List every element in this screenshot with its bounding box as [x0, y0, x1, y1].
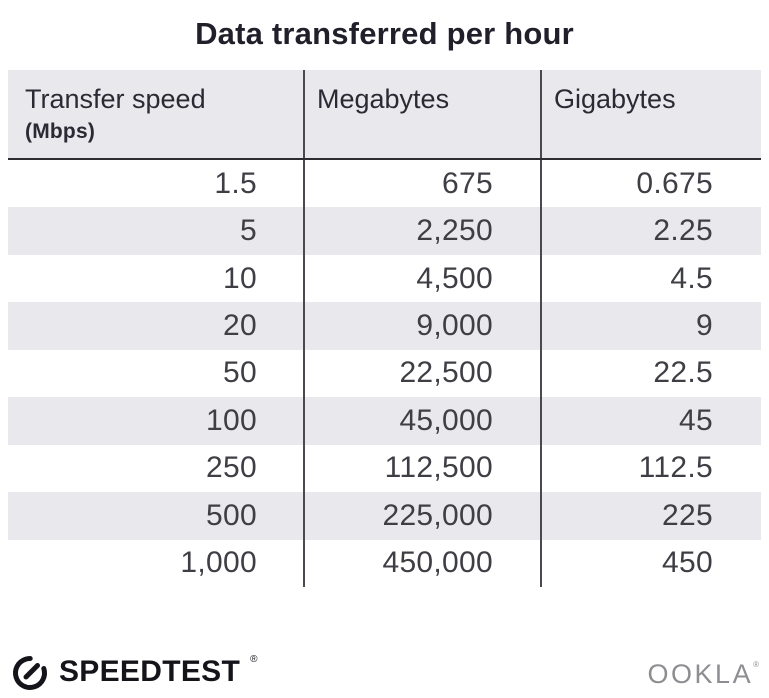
table-cell: 22,500	[303, 349, 540, 398]
speedtest-logo: SPEEDTEST ®	[10, 652, 258, 692]
table-cell: 1.5	[214, 166, 257, 200]
column-header-unit: (Mbps)	[25, 120, 96, 143]
table-cell: 500	[206, 498, 257, 532]
table-cell: 100	[206, 403, 257, 437]
table-cell: 2,250	[303, 207, 540, 255]
table-cell: 50	[223, 356, 257, 390]
registered-mark: ®	[753, 660, 759, 669]
column-header-label: Transfer speed	[25, 84, 206, 114]
registered-mark: ®	[250, 653, 258, 665]
ookla-wordmark: OOKLA	[647, 659, 754, 689]
table-row: 500 225,000 225	[8, 492, 761, 540]
table-cell: 22.5	[540, 349, 761, 398]
table-cell: 9,000	[303, 302, 540, 350]
table-cell: 2.25	[540, 207, 761, 255]
speedtest-gauge-icon	[10, 652, 50, 692]
table-cell: 225,000	[303, 492, 540, 540]
table-cell: 225	[540, 492, 761, 540]
footer: SPEEDTEST ® OOKLA ®	[10, 648, 759, 692]
data-table: Transfer speed (Mbps) Megabytes Gigabyte…	[8, 70, 761, 587]
column-header-transfer-speed: Transfer speed (Mbps)	[8, 70, 303, 158]
table-cell: 4,500	[303, 254, 540, 303]
table-cell: 450,000	[303, 539, 540, 587]
table-row: 1.5 675 0.675	[8, 160, 761, 208]
table-cell: 5	[240, 214, 257, 248]
column-header-gigabytes: Gigabytes	[540, 70, 761, 158]
table-row: 5 2,250 2.25	[8, 207, 761, 255]
table-row: 20 9,000 9	[8, 302, 761, 350]
column-header-megabytes: Megabytes	[303, 70, 540, 158]
table-row: 100 45,000 45	[8, 397, 761, 445]
table-cell: 10	[223, 261, 257, 295]
table-cell: 1,000	[180, 546, 257, 580]
table-cell: 112,500	[303, 444, 540, 493]
table-body: 1.5 675 0.675 5 2,250 2.25 10 4,500 4.5 20 9,000 9 5…	[8, 160, 761, 587]
ookla-logo: OOKLA ®	[648, 659, 759, 692]
table-cell: 450	[540, 539, 761, 587]
table-cell: 250	[206, 451, 257, 485]
table-cell: 45,000	[303, 397, 540, 445]
table-cell: 45	[540, 397, 761, 445]
table-cell: 4.5	[540, 254, 761, 303]
table-cell: 20	[223, 309, 257, 343]
table-row: 1,000 450,000 450	[8, 539, 761, 587]
table-cell: 112.5	[540, 444, 761, 493]
table-row: 250 112,500 112.5	[8, 444, 761, 493]
table-cell: 675	[303, 160, 540, 208]
table-row: 50 22,500 22.5	[8, 349, 761, 398]
table-row: 10 4,500 4.5	[8, 254, 761, 303]
table-cell: 0.675	[540, 160, 761, 208]
page-title: Data transferred per hour	[195, 16, 574, 51]
table-cell: 9	[540, 302, 761, 350]
speedtest-wordmark: SPEEDTEST	[59, 655, 241, 688]
table-header: Transfer speed (Mbps) Megabytes Gigabyte…	[8, 70, 761, 160]
